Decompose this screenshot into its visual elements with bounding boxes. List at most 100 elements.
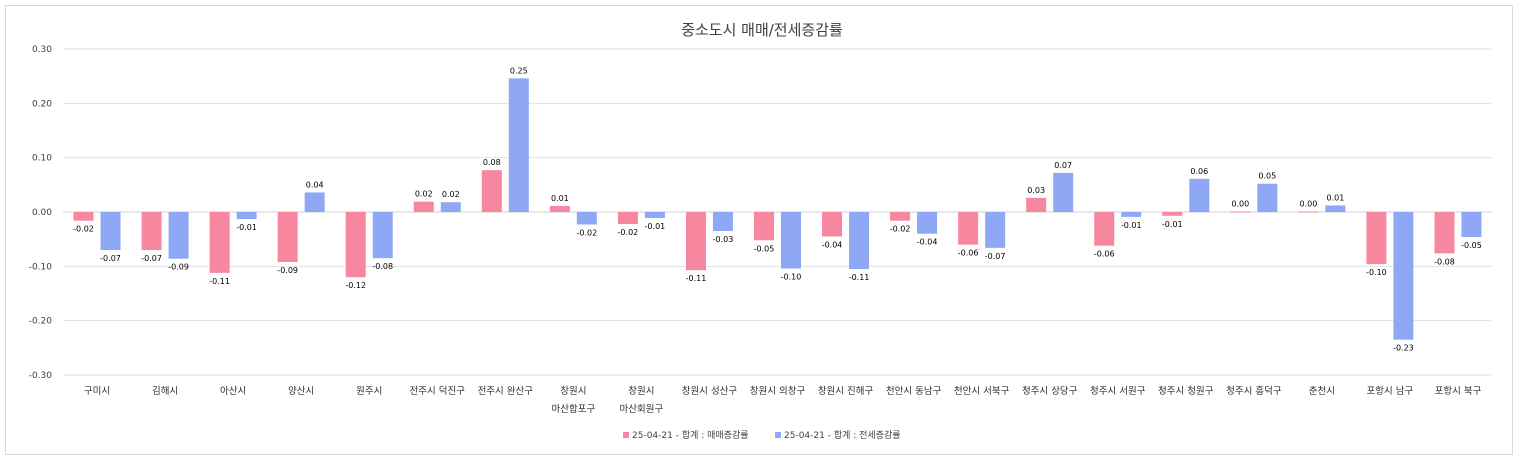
x-category-label: 청주시 서원구 bbox=[1090, 386, 1146, 397]
data-label: -0.11 bbox=[849, 273, 870, 282]
bar-jeonse-rate bbox=[168, 212, 189, 259]
x-category-label: 구미시 bbox=[84, 386, 110, 397]
bar-jeonse-rate bbox=[985, 212, 1006, 248]
bar-sale-rate bbox=[1162, 212, 1183, 216]
x-category-label: 전주시 덕진구 bbox=[410, 386, 466, 397]
chart-title: 중소도시 매매/전세증감률 bbox=[681, 21, 843, 39]
data-label: 0.00 bbox=[1299, 199, 1317, 208]
data-label: -0.01 bbox=[1121, 221, 1142, 230]
bar-jeonse-rate bbox=[100, 212, 121, 251]
y-tick-label: -0.10 bbox=[29, 262, 53, 272]
bar-jeonse-rate bbox=[304, 192, 325, 212]
data-label: -0.11 bbox=[209, 277, 230, 286]
x-category-label: 창원시 성산구 bbox=[682, 386, 738, 397]
bar-sale-rate bbox=[1434, 212, 1455, 254]
grid-layer bbox=[63, 48, 1492, 376]
x-category-label: 창원시 bbox=[628, 386, 654, 397]
data-label: 0.01 bbox=[551, 194, 569, 203]
bar-sale-rate bbox=[1230, 211, 1251, 213]
data-label: -0.08 bbox=[1434, 257, 1455, 266]
x-category-label: 청주시 상당구 bbox=[1022, 386, 1078, 397]
legend-label: 25-04-21 - 합계 : 전세증감률 bbox=[784, 429, 901, 441]
y-tick-label: -0.30 bbox=[29, 371, 53, 381]
data-label: 0.02 bbox=[442, 190, 460, 199]
x-category-label: 전주시 완산구 bbox=[478, 386, 534, 397]
legend-swatch bbox=[775, 432, 781, 438]
data-label: -0.09 bbox=[168, 263, 189, 272]
bar-sale-rate bbox=[1366, 212, 1387, 265]
y-tick-label: 0.10 bbox=[32, 154, 52, 164]
x-category-label: 김해시 bbox=[152, 385, 178, 397]
bar-sale-rate bbox=[141, 212, 162, 251]
data-label-layer: -0.02 -0.07 -0.11 -0.09 -0.12 0.02 0.08 0.01 -0.… bbox=[73, 66, 1482, 352]
bar-jeonse-rate bbox=[1053, 172, 1074, 212]
data-label: -0.23 bbox=[1393, 344, 1414, 353]
legend-label: 25-04-21 - 합계 : 매매증감률 bbox=[632, 429, 749, 441]
x-category-label: 포항시 북구 bbox=[1435, 386, 1482, 397]
bar-sale-rate bbox=[1094, 212, 1115, 246]
bar-jeonse-rate bbox=[236, 212, 257, 220]
bar-sale-rate bbox=[481, 170, 502, 212]
x-category-label: 천안시 서북구 bbox=[954, 386, 1010, 397]
y-tick-label: 0.30 bbox=[32, 45, 52, 55]
y-tick-label: -0.20 bbox=[29, 317, 53, 327]
data-label: -0.01 bbox=[236, 223, 257, 232]
data-label: -0.09 bbox=[277, 266, 298, 275]
data-label: -0.07 bbox=[141, 254, 162, 263]
bar-sale-rate bbox=[685, 212, 706, 271]
bar-jeonse-rate bbox=[372, 212, 393, 259]
x-category-label: 양산시 bbox=[288, 386, 314, 397]
data-label: -0.03 bbox=[713, 235, 734, 244]
data-label: -0.04 bbox=[822, 240, 843, 249]
legend: 25-04-21 - 합계 : 매매증감률 25-04-21 - 합계 : 전세증… bbox=[623, 429, 901, 441]
x-category-label: 청주시 흥덕구 bbox=[1226, 385, 1282, 397]
data-label: 0.07 bbox=[1054, 161, 1072, 170]
x-category-label: 창원시 bbox=[560, 386, 586, 397]
bar-sale-rate bbox=[277, 212, 298, 262]
bar-jeonse-rate bbox=[781, 212, 801, 269]
data-label: 0.01 bbox=[1326, 193, 1344, 202]
data-label: -0.05 bbox=[754, 244, 775, 253]
y-tick-label: 0.00 bbox=[32, 208, 52, 218]
bar-jeonse-rate bbox=[849, 212, 870, 270]
data-label: -0.01 bbox=[645, 222, 666, 231]
legend-swatch bbox=[623, 432, 629, 438]
x-category-label: 창원시 진해구 bbox=[818, 385, 874, 397]
x-category-label: 천안시 동남구 bbox=[886, 386, 942, 397]
data-label: -0.07 bbox=[100, 254, 121, 263]
bar-sale-rate bbox=[1298, 211, 1319, 213]
bar-jeonse-rate bbox=[1121, 212, 1142, 217]
data-label: 0.25 bbox=[510, 66, 528, 75]
bar-sale-rate bbox=[345, 212, 366, 278]
x-category-label: 원주시 bbox=[356, 386, 382, 397]
bar-jeonse-rate bbox=[917, 212, 938, 234]
data-label: -0.10 bbox=[1366, 268, 1387, 277]
data-label: 0.08 bbox=[483, 158, 501, 167]
x-category-label: 청주시 청원구 bbox=[1158, 386, 1214, 397]
y-axis-tick-labels: 0.30 0.20 0.10 0.00 -0.10 -0.20 -0.30 bbox=[29, 45, 53, 381]
data-label: -0.02 bbox=[618, 228, 639, 237]
bar-sale-rate bbox=[958, 212, 979, 245]
data-label: -0.10 bbox=[781, 273, 802, 282]
data-label: 0.06 bbox=[1190, 167, 1208, 176]
bar-jeonse-rate bbox=[1393, 212, 1414, 340]
bar-jeonse-rate bbox=[440, 202, 461, 212]
data-label: -0.04 bbox=[917, 238, 938, 247]
x-category-label: 마산합포구 bbox=[552, 404, 596, 415]
data-label: -0.02 bbox=[577, 228, 598, 237]
data-label: 0.05 bbox=[1258, 172, 1276, 181]
bar-jeonse-rate bbox=[1189, 178, 1210, 212]
bar-layer bbox=[73, 78, 1482, 340]
bar-jeonse-rate bbox=[1461, 212, 1482, 237]
data-label: -0.07 bbox=[985, 252, 1006, 261]
bar-sale-rate bbox=[413, 201, 434, 212]
x-category-label: 창원시 의창구 bbox=[750, 386, 806, 397]
bar-sale-rate bbox=[890, 212, 911, 221]
x-category-label: 춘천시 bbox=[1309, 386, 1335, 397]
bar-jeonse-rate bbox=[712, 212, 733, 232]
data-label: -0.02 bbox=[890, 225, 911, 234]
bar-jeonse-rate bbox=[508, 78, 529, 212]
data-label: -0.02 bbox=[73, 225, 94, 234]
